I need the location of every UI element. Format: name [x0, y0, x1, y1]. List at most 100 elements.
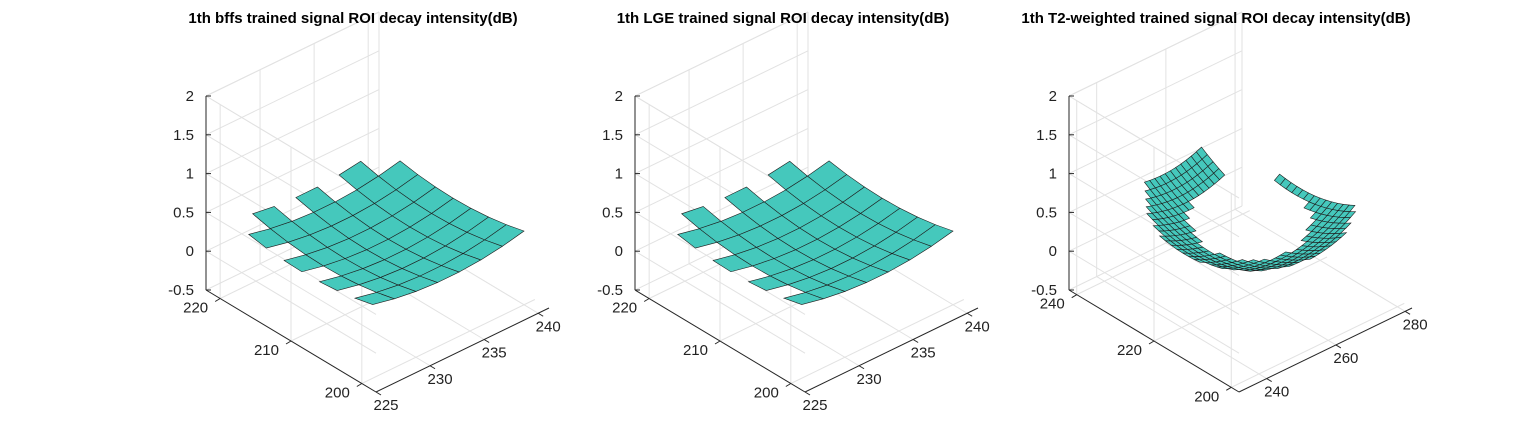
surface [1143, 146, 1357, 272]
y-tick [285, 340, 292, 345]
surface-patch [318, 275, 360, 291]
box-edge [205, 11, 380, 97]
grid-line [1068, 205, 1243, 291]
x-axis-line [1238, 307, 1413, 393]
y-tick [356, 383, 363, 387]
y-tick [785, 383, 792, 387]
surface-patch [1194, 259, 1206, 263]
grid-line [634, 50, 809, 136]
x-tick [375, 391, 382, 396]
chart-title: 1th LGE trained signal ROI decay intensi… [617, 10, 950, 27]
x-tick [1335, 344, 1342, 349]
y-tick-label: 240 [1040, 296, 1065, 313]
grid-line [634, 89, 809, 175]
surface-patch [1227, 267, 1240, 271]
surface [248, 160, 525, 305]
y-tick [1148, 340, 1155, 345]
surface-patch [248, 228, 289, 249]
subplot-lge: 225 230 235 240 200 210 220-0.5 0 0.5 1 1.5 2 1th LG… [597, 10, 990, 414]
y-tick [1071, 294, 1077, 299]
axes: 225 230 235 240 200 210 220-0.5 0 0.5 1 1.5 2 [597, 88, 990, 414]
surface-patch [1216, 266, 1229, 270]
y-tick-label: 220 [183, 300, 208, 317]
y-tick-label: 200 [325, 385, 350, 402]
grid-line [634, 127, 809, 213]
x-tick-label: 225 [373, 397, 398, 414]
z-tick-label: 1 [186, 166, 194, 183]
grid-line [1076, 210, 1250, 296]
x-tick-label: 260 [1333, 350, 1358, 367]
y-tick-label: 220 [612, 300, 637, 317]
z-tick-label: 1.5 [602, 127, 623, 144]
y-tick-label: 220 [1117, 342, 1142, 359]
x-tick-label: 240 [536, 318, 561, 335]
grid-line [205, 89, 380, 175]
z-tick-label: 0 [1049, 243, 1057, 260]
grid-line [1153, 256, 1328, 342]
surface-patch [1271, 266, 1283, 269]
y-tick [214, 298, 221, 302]
z-tick-label: -0.5 [597, 282, 623, 299]
z-tick-label: 1.5 [173, 127, 194, 144]
z-tick-label: 0.5 [1036, 204, 1057, 221]
grid-line [1068, 89, 1243, 175]
x-axis-line [804, 307, 979, 393]
surface-patch [1282, 264, 1294, 268]
z-tick-label: 2 [186, 88, 194, 105]
surface-patch [1304, 256, 1316, 261]
y-tick [714, 340, 721, 345]
chart-title: 1th T2-weighted trained signal ROI decay… [1021, 10, 1410, 27]
x-tick-label: 230 [857, 371, 882, 388]
x-tick-label: 240 [965, 318, 990, 335]
x-tick [1404, 310, 1411, 315]
z-tick-label: 0 [615, 243, 623, 260]
grid-line [1231, 302, 1405, 388]
x-tick [1266, 378, 1272, 382]
grid-line [205, 127, 380, 213]
surface [677, 160, 954, 305]
x-tick [537, 312, 544, 317]
box-edge [1068, 11, 1243, 97]
surface-patch [1255, 269, 1267, 272]
z-tick-label: -0.5 [168, 282, 194, 299]
x-tick-label: 240 [1264, 384, 1289, 401]
x-tick-label: 225 [802, 397, 827, 414]
z-tick-label: 2 [615, 88, 623, 105]
x-tick-label: 235 [911, 345, 936, 362]
y-tick-label: 210 [254, 342, 279, 359]
z-tick-label: 2 [1049, 88, 1057, 105]
surface-patch [1244, 269, 1256, 272]
x-axis-line [375, 307, 550, 393]
grid-line [205, 50, 380, 136]
surface-patch [353, 292, 396, 305]
grid-line [361, 299, 536, 384]
x-tick [483, 339, 490, 343]
x-tick [912, 339, 919, 343]
x-tick [858, 365, 865, 370]
grid [1068, 11, 1406, 393]
surface-patch [747, 275, 789, 291]
y-tick-label: 200 [1194, 388, 1219, 405]
x-tick-label: 280 [1403, 316, 1428, 333]
surface-patch [782, 292, 825, 305]
subplot-bffs: 225 230 235 240 200 210 220-0.5 0 0.5 1 1.5 2 1th bf… [168, 10, 561, 414]
x-tick [966, 312, 973, 317]
z-tick-label: 0.5 [173, 204, 194, 221]
z-tick-label: -0.5 [1031, 282, 1057, 299]
y-tick-label: 200 [754, 385, 779, 402]
y-tick [643, 298, 650, 302]
box-edge [634, 11, 809, 97]
surface-patch [677, 228, 718, 249]
grid-line [1068, 50, 1243, 136]
surface-patch [712, 254, 754, 273]
z-tick-label: 0 [186, 243, 194, 260]
y-tick-label: 210 [683, 342, 708, 359]
grid-line [790, 299, 965, 384]
x-tick [429, 365, 436, 370]
z-tick-label: 0.5 [602, 204, 623, 221]
x-tick [804, 391, 811, 396]
x-tick-label: 230 [428, 371, 453, 388]
surface-patch [283, 254, 325, 273]
